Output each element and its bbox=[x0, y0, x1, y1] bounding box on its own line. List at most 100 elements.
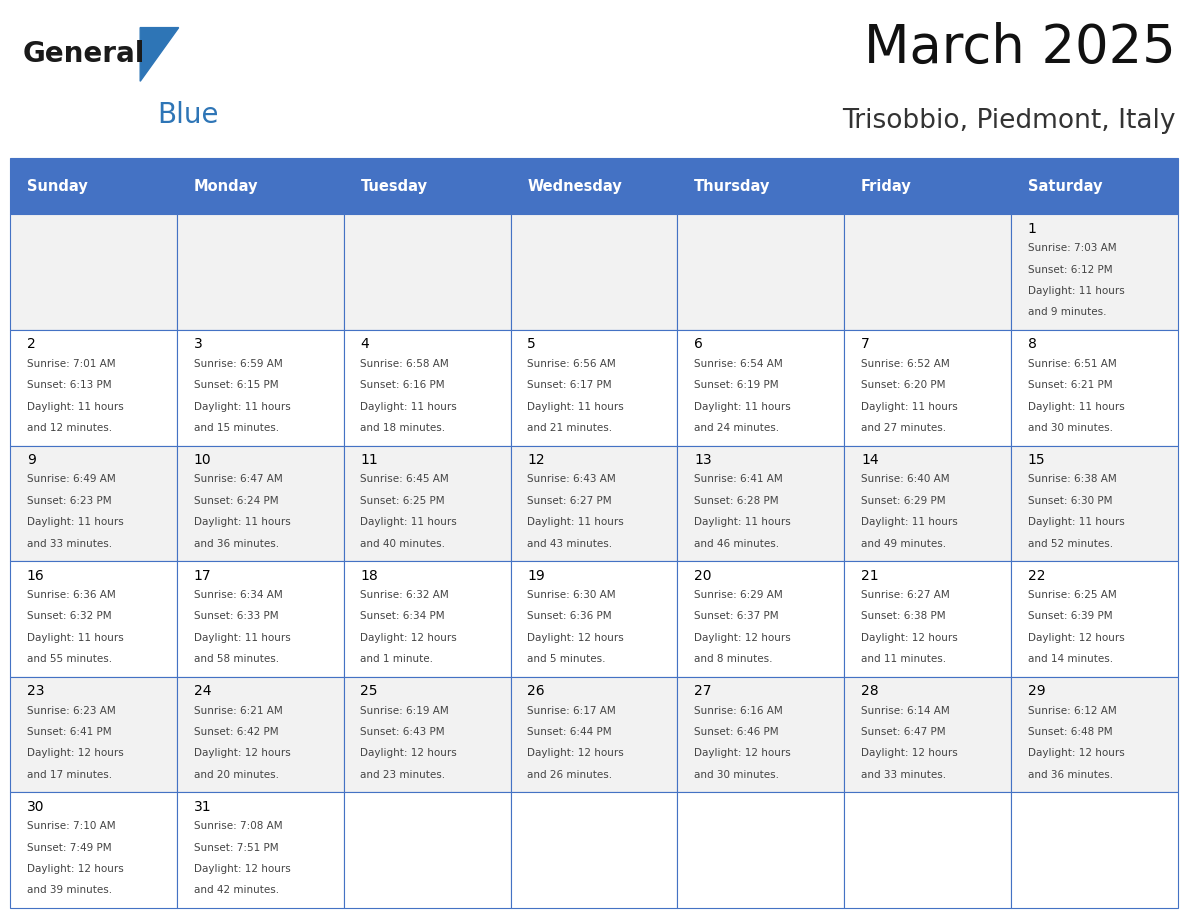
Text: Sunrise: 6:14 AM: Sunrise: 6:14 AM bbox=[861, 706, 949, 716]
Polygon shape bbox=[140, 28, 178, 82]
Text: Sunrise: 6:32 AM: Sunrise: 6:32 AM bbox=[360, 590, 449, 600]
Bar bbox=[845, 792, 1011, 908]
Text: Sunday: Sunday bbox=[26, 179, 88, 194]
Text: and 8 minutes.: and 8 minutes. bbox=[694, 655, 772, 665]
Text: Sunrise: 6:52 AM: Sunrise: 6:52 AM bbox=[861, 359, 949, 369]
Text: 14: 14 bbox=[861, 453, 879, 467]
Text: Sunrise: 7:10 AM: Sunrise: 7:10 AM bbox=[26, 822, 115, 832]
Text: and 11 minutes.: and 11 minutes. bbox=[861, 655, 946, 665]
Text: Daylight: 11 hours: Daylight: 11 hours bbox=[527, 401, 624, 411]
Text: Sunrise: 7:08 AM: Sunrise: 7:08 AM bbox=[194, 822, 283, 832]
Text: Monday: Monday bbox=[194, 179, 258, 194]
Bar bbox=[10, 158, 177, 214]
Bar bbox=[677, 214, 845, 330]
Text: Sunset: 7:49 PM: Sunset: 7:49 PM bbox=[26, 843, 112, 853]
Text: 12: 12 bbox=[527, 453, 545, 467]
Text: Sunset: 6:33 PM: Sunset: 6:33 PM bbox=[194, 611, 278, 621]
Text: Daylight: 11 hours: Daylight: 11 hours bbox=[194, 401, 290, 411]
Bar bbox=[10, 445, 177, 561]
Text: Sunrise: 6:17 AM: Sunrise: 6:17 AM bbox=[527, 706, 617, 716]
Text: Sunset: 6:37 PM: Sunset: 6:37 PM bbox=[694, 611, 779, 621]
Bar bbox=[511, 214, 677, 330]
Text: Trisobbio, Piedmont, Italy: Trisobbio, Piedmont, Italy bbox=[842, 108, 1176, 134]
Text: 1: 1 bbox=[1028, 222, 1037, 236]
Text: 13: 13 bbox=[694, 453, 712, 467]
Text: Sunset: 6:27 PM: Sunset: 6:27 PM bbox=[527, 496, 612, 506]
Text: and 18 minutes.: and 18 minutes. bbox=[360, 423, 446, 433]
Text: and 24 minutes.: and 24 minutes. bbox=[694, 423, 779, 433]
Text: Sunrise: 6:56 AM: Sunrise: 6:56 AM bbox=[527, 359, 617, 369]
Text: Daylight: 12 hours: Daylight: 12 hours bbox=[360, 633, 457, 643]
Text: Sunset: 6:21 PM: Sunset: 6:21 PM bbox=[1028, 380, 1112, 390]
Bar bbox=[677, 792, 845, 908]
Text: Daylight: 12 hours: Daylight: 12 hours bbox=[694, 633, 791, 643]
Bar bbox=[343, 677, 511, 792]
Bar bbox=[845, 330, 1011, 445]
Text: Daylight: 11 hours: Daylight: 11 hours bbox=[694, 517, 791, 527]
Bar bbox=[1011, 792, 1178, 908]
Text: Daylight: 12 hours: Daylight: 12 hours bbox=[694, 748, 791, 758]
Text: Daylight: 11 hours: Daylight: 11 hours bbox=[360, 517, 457, 527]
Text: and 36 minutes.: and 36 minutes. bbox=[1028, 770, 1113, 779]
Text: Daylight: 12 hours: Daylight: 12 hours bbox=[26, 748, 124, 758]
Text: Sunset: 6:34 PM: Sunset: 6:34 PM bbox=[360, 611, 446, 621]
Text: 19: 19 bbox=[527, 568, 545, 583]
Text: and 26 minutes.: and 26 minutes. bbox=[527, 770, 612, 779]
Text: 5: 5 bbox=[527, 338, 536, 352]
Text: and 30 minutes.: and 30 minutes. bbox=[694, 770, 779, 779]
Bar bbox=[10, 330, 177, 445]
Bar bbox=[511, 792, 677, 908]
Text: Sunrise: 6:23 AM: Sunrise: 6:23 AM bbox=[26, 706, 115, 716]
Bar bbox=[511, 677, 677, 792]
Bar bbox=[1011, 214, 1178, 330]
Text: and 17 minutes.: and 17 minutes. bbox=[26, 770, 112, 779]
Text: Sunrise: 6:40 AM: Sunrise: 6:40 AM bbox=[861, 475, 949, 485]
Text: 16: 16 bbox=[26, 568, 44, 583]
Text: Wednesday: Wednesday bbox=[527, 179, 623, 194]
Bar bbox=[1011, 158, 1178, 214]
Text: 15: 15 bbox=[1028, 453, 1045, 467]
Text: and 33 minutes.: and 33 minutes. bbox=[861, 770, 946, 779]
Text: Blue: Blue bbox=[157, 101, 219, 129]
Bar bbox=[845, 677, 1011, 792]
Text: Saturday: Saturday bbox=[1028, 179, 1102, 194]
Text: 24: 24 bbox=[194, 684, 211, 699]
Text: and 43 minutes.: and 43 minutes. bbox=[527, 539, 612, 549]
Text: Sunset: 6:39 PM: Sunset: 6:39 PM bbox=[1028, 611, 1112, 621]
Text: Sunset: 6:23 PM: Sunset: 6:23 PM bbox=[26, 496, 112, 506]
Text: and 55 minutes.: and 55 minutes. bbox=[26, 655, 112, 665]
Text: Sunrise: 6:38 AM: Sunrise: 6:38 AM bbox=[1028, 475, 1117, 485]
Text: 3: 3 bbox=[194, 338, 202, 352]
Text: 9: 9 bbox=[26, 453, 36, 467]
Text: and 42 minutes.: and 42 minutes. bbox=[194, 886, 279, 895]
Text: General: General bbox=[23, 39, 145, 68]
Text: 29: 29 bbox=[1028, 684, 1045, 699]
Text: Daylight: 12 hours: Daylight: 12 hours bbox=[1028, 748, 1125, 758]
Bar bbox=[343, 792, 511, 908]
Text: and 20 minutes.: and 20 minutes. bbox=[194, 770, 278, 779]
Text: Sunrise: 6:47 AM: Sunrise: 6:47 AM bbox=[194, 475, 283, 485]
Text: and 21 minutes.: and 21 minutes. bbox=[527, 423, 612, 433]
Text: Sunrise: 6:43 AM: Sunrise: 6:43 AM bbox=[527, 475, 617, 485]
Text: Sunset: 6:25 PM: Sunset: 6:25 PM bbox=[360, 496, 446, 506]
Bar bbox=[845, 561, 1011, 677]
Text: Daylight: 11 hours: Daylight: 11 hours bbox=[527, 517, 624, 527]
Bar bbox=[677, 561, 845, 677]
Text: and 46 minutes.: and 46 minutes. bbox=[694, 539, 779, 549]
Bar bbox=[10, 214, 177, 330]
Text: Daylight: 12 hours: Daylight: 12 hours bbox=[527, 633, 624, 643]
Text: 8: 8 bbox=[1028, 338, 1037, 352]
Text: Sunset: 6:15 PM: Sunset: 6:15 PM bbox=[194, 380, 278, 390]
Text: 10: 10 bbox=[194, 453, 211, 467]
Bar bbox=[1011, 330, 1178, 445]
Text: Sunrise: 6:51 AM: Sunrise: 6:51 AM bbox=[1028, 359, 1117, 369]
Text: 17: 17 bbox=[194, 568, 211, 583]
Text: Sunset: 6:17 PM: Sunset: 6:17 PM bbox=[527, 380, 612, 390]
Bar bbox=[343, 445, 511, 561]
Text: Sunset: 6:41 PM: Sunset: 6:41 PM bbox=[26, 727, 112, 737]
Text: 20: 20 bbox=[694, 568, 712, 583]
Text: Sunrise: 6:49 AM: Sunrise: 6:49 AM bbox=[26, 475, 115, 485]
Text: Sunrise: 6:41 AM: Sunrise: 6:41 AM bbox=[694, 475, 783, 485]
Text: 27: 27 bbox=[694, 684, 712, 699]
Text: Sunrise: 6:58 AM: Sunrise: 6:58 AM bbox=[360, 359, 449, 369]
